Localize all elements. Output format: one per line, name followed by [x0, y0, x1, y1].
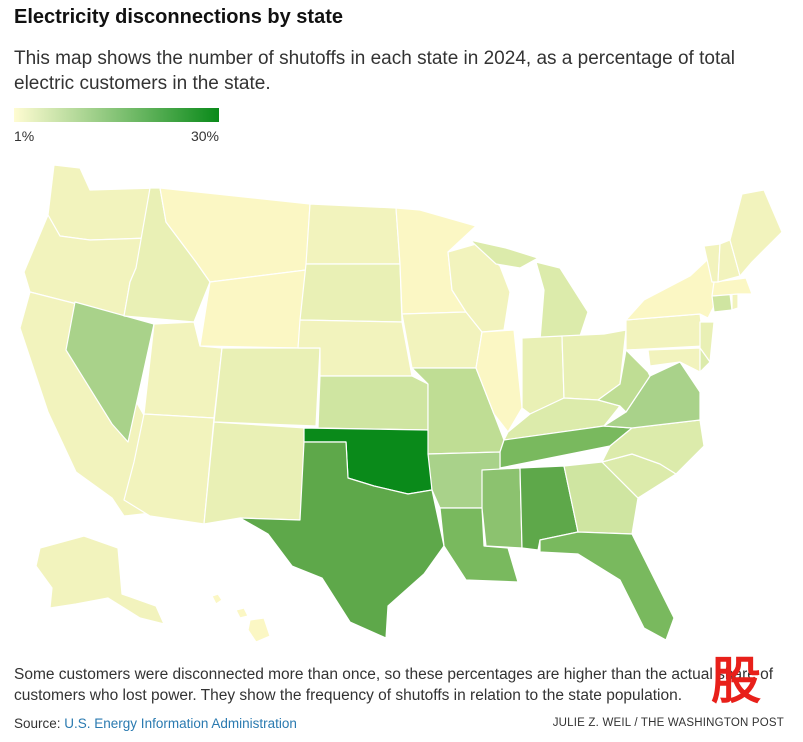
state-west-virginia[interactable]	[597, 349, 651, 413]
legend-min-label: 1%	[14, 128, 35, 144]
state-florida[interactable]	[539, 531, 675, 641]
state-new-york[interactable]	[625, 247, 721, 321]
color-legend: 1% 30%	[14, 108, 219, 146]
state-wyoming[interactable]	[199, 269, 307, 349]
state-delaware[interactable]	[699, 347, 711, 373]
state-texas[interactable]	[239, 441, 445, 639]
footer: Source: U.S. Energy Information Administ…	[14, 716, 784, 734]
source-line: Source: U.S. Energy Information Administ…	[14, 716, 297, 731]
watermark-glyph: 股	[711, 652, 761, 710]
state-maryland[interactable]	[647, 347, 701, 373]
chart-title: Electricity disconnections by state	[14, 6, 343, 28]
state-kansas[interactable]	[317, 375, 429, 431]
chart-subtitle: This map shows the number of shutoffs in…	[14, 48, 736, 94]
credit-line: JULIE Z. WEIL / THE WASHINGTON POST	[552, 717, 784, 729]
state-nevada[interactable]	[65, 301, 155, 443]
footnote: Some customers were disconnected more th…	[14, 666, 774, 704]
state-alaska[interactable]	[35, 535, 165, 625]
state-mississippi[interactable]	[481, 467, 523, 549]
state-maine[interactable]	[729, 189, 783, 277]
us-map	[19, 164, 783, 643]
state-colorado[interactable]	[213, 347, 321, 427]
source-prefix: Source:	[14, 716, 65, 731]
watermark-logo: 股	[711, 652, 761, 710]
legend-gradient-bar	[14, 108, 219, 122]
state-new-mexico[interactable]	[203, 421, 307, 525]
state-hawaii[interactable]	[211, 593, 271, 643]
state-north-dakota[interactable]	[305, 203, 401, 265]
state-iowa[interactable]	[401, 311, 483, 369]
state-massachusetts[interactable]	[711, 277, 753, 297]
legend-max-label: 30%	[190, 128, 219, 144]
source-link[interactable]: U.S. Energy Information Administration	[64, 716, 297, 731]
state-connecticut[interactable]	[711, 293, 733, 313]
state-rhode-island[interactable]	[731, 293, 739, 311]
state-south-dakota[interactable]	[299, 263, 403, 323]
